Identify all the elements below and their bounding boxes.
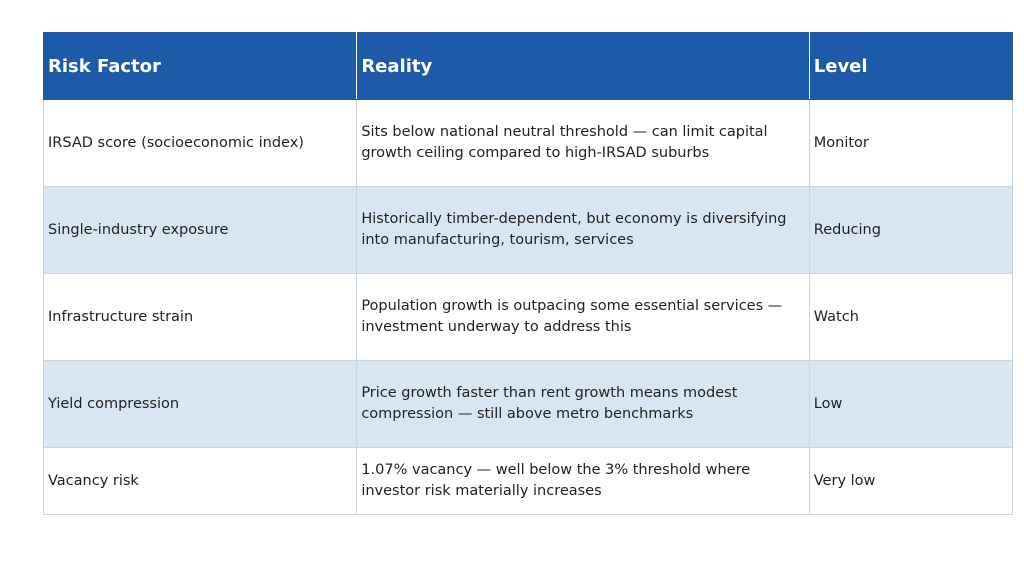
reality-cell: 1.07% vacancy — well below the 3% thresh… [356,447,810,515]
level-cell: Monitor [808,99,1014,187]
risk-factor-cell: Yield compression [42,360,358,448]
risk-factor-cell: IRSAD score (socioeconomic index) [42,99,358,187]
header-row: Risk Factor Reality Level [42,32,1014,100]
level-cell: Watch [808,273,1014,361]
reality-cell: Historically timber-dependent, but econo… [356,186,810,274]
risk-factor-cell: Single-industry exposure [42,186,358,274]
reality-cell: Population growth is outpacing some esse… [356,273,810,361]
table-header: Risk Factor Reality Level [42,32,1014,100]
risk-factor-table: Risk Factor Reality Level IRSAD score (s… [42,32,1014,515]
table-row: Yield compression Price growth faster th… [42,360,1014,448]
table-row: Infrastructure strain Population growth … [42,273,1014,361]
header-risk-factor: Risk Factor [42,32,358,100]
risk-factor-cell: Vacancy risk [42,447,358,515]
reality-cell: Price growth faster than rent growth mea… [356,360,810,448]
risk-factor-cell: Infrastructure strain [42,273,358,361]
table-row: IRSAD score (socioeconomic index) Sits b… [42,99,1014,187]
header-reality: Reality [356,32,810,100]
level-cell: Very low [808,447,1014,515]
level-cell: Reducing [808,186,1014,274]
header-level: Level [808,32,1014,100]
table-row: Vacancy risk 1.07% vacancy — well below … [42,447,1014,515]
table-row: Single-industry exposure Historically ti… [42,186,1014,274]
reality-cell: Sits below national neutral threshold — … [356,99,810,187]
level-cell: Low [808,360,1014,448]
table-body: IRSAD score (socioeconomic index) Sits b… [42,99,1014,515]
